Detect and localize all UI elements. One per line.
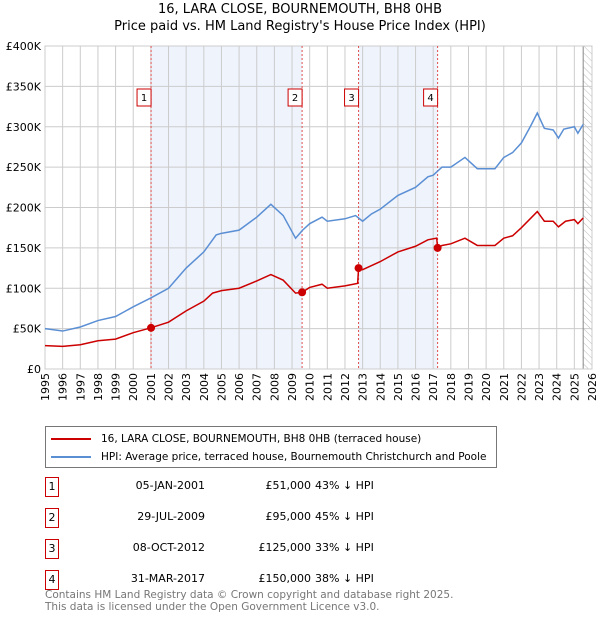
sale-price: £150,000 bbox=[258, 572, 312, 585]
sale-date: 31-MAR-2017 bbox=[130, 572, 205, 585]
x-tick-label: 2014 bbox=[374, 373, 387, 401]
sale-label: 2 bbox=[292, 93, 298, 104]
sale-label-box bbox=[136, 88, 152, 107]
x-tick-label: 1996 bbox=[57, 373, 70, 401]
y-tick-label: £300K bbox=[6, 121, 42, 134]
sale-label: 4 bbox=[427, 93, 433, 104]
price-chart: 1995 1996 1997 1998 1999 2000 2001 2002 2003 2004… bbox=[6, 40, 599, 401]
sale-row: 4 31-MAR-2017 £150,000 38% ↓ HPI bbox=[45, 570, 545, 590]
y-tick-label: £50K bbox=[13, 323, 42, 336]
y-tick-label: £150K bbox=[6, 242, 42, 255]
x-tick-label: 2007 bbox=[251, 373, 264, 401]
hpi-line bbox=[44, 111, 584, 332]
sale-row: 1 05-JAN-2001 £51,000 43% ↓ HPI bbox=[45, 477, 545, 497]
x-tick-label: 2026 bbox=[586, 373, 599, 401]
y-tick-label: £200K bbox=[6, 202, 42, 215]
x-tick-label: 2001 bbox=[145, 373, 158, 401]
sale-date: 08-OCT-2012 bbox=[132, 541, 205, 554]
sale-row: 3 08-OCT-2012 £125,000 33% ↓ HPI bbox=[45, 539, 545, 559]
x-tick-label: 1995 bbox=[39, 373, 52, 401]
legend-swatch bbox=[51, 456, 91, 458]
sale-number: 3 bbox=[45, 539, 59, 559]
x-tick-label: 2013 bbox=[357, 373, 370, 401]
legend: 16, LARA CLOSE, BOURNEMOUTH, BH8 0HB (te… bbox=[45, 426, 497, 468]
sale-price: £51,000 bbox=[265, 479, 312, 492]
x-tick-label: 2004 bbox=[198, 373, 211, 401]
footer-licence: This data is licensed under the Open Gov… bbox=[45, 601, 380, 613]
x-tick-label: 2022 bbox=[515, 373, 528, 401]
sale-point bbox=[298, 288, 307, 297]
sale-label-box bbox=[423, 88, 439, 107]
sale-hpi-diff: 33% ↓ HPI bbox=[315, 541, 374, 554]
sale-label-box bbox=[344, 88, 360, 107]
x-tick-label: 2005 bbox=[215, 373, 228, 401]
x-tick-label: 2016 bbox=[410, 373, 423, 401]
y-tick-label: £250K bbox=[6, 161, 42, 174]
sale-date: 29-JUL-2009 bbox=[137, 510, 205, 523]
x-tick-label: 1997 bbox=[74, 373, 87, 401]
x-tick-label: 2023 bbox=[533, 373, 546, 401]
sale-price: £95,000 bbox=[265, 510, 312, 523]
x-tick-label: 2021 bbox=[498, 373, 511, 401]
y-tick-label: £400K bbox=[6, 40, 42, 53]
sale-number: 4 bbox=[45, 570, 59, 590]
x-tick-label: 1998 bbox=[92, 373, 105, 401]
x-tick-label: 2017 bbox=[427, 373, 440, 401]
plot-frame bbox=[44, 45, 593, 370]
sale-point bbox=[433, 243, 442, 252]
x-tick-label: 2020 bbox=[480, 373, 493, 401]
sale-hpi-diff: 43% ↓ HPI bbox=[315, 479, 374, 492]
x-tick-label: 2011 bbox=[321, 373, 334, 401]
y-tick-label: £100K bbox=[6, 282, 42, 295]
legend-label: HPI: Average price, terraced house, Bour… bbox=[101, 451, 487, 463]
sale-point bbox=[147, 323, 156, 332]
x-tick-label: 2018 bbox=[445, 373, 458, 401]
x-tick-label: 2006 bbox=[233, 373, 246, 401]
y-tick-label: £350K bbox=[6, 80, 42, 93]
sale-label: 1 bbox=[141, 93, 147, 104]
sale-hpi-diff: 38% ↓ HPI bbox=[315, 572, 374, 585]
footer-copyright: Contains HM Land Registry data © Crown c… bbox=[45, 589, 454, 601]
x-tick-label: 2003 bbox=[180, 373, 193, 401]
sale-row: 2 29-JUL-2009 £95,000 45% ↓ HPI bbox=[45, 508, 545, 528]
legend-item-hpi: HPI: Average price, terraced house, Bour… bbox=[51, 450, 486, 464]
x-tick-label: 2010 bbox=[304, 373, 317, 401]
sale-number: 1 bbox=[45, 477, 59, 497]
x-tick-label: 2002 bbox=[163, 373, 176, 401]
legend-label: 16, LARA CLOSE, BOURNEMOUTH, BH8 0HB (te… bbox=[101, 433, 422, 445]
x-tick-label: 2025 bbox=[568, 373, 581, 401]
sale-point bbox=[354, 264, 363, 273]
sale-price: £125,000 bbox=[258, 541, 312, 554]
x-tick-label: 2000 bbox=[127, 373, 140, 401]
sale-label: 3 bbox=[348, 93, 354, 104]
chart-title: 16, LARA CLOSE, BOURNEMOUTH, BH8 0HB bbox=[157, 2, 442, 17]
y-tick-label: £0 bbox=[27, 363, 41, 376]
legend-swatch bbox=[51, 438, 91, 440]
x-tick-label: 2012 bbox=[339, 373, 352, 401]
sale-hpi-diff: 45% ↓ HPI bbox=[315, 510, 374, 523]
legend-item-property: 16, LARA CLOSE, BOURNEMOUTH, BH8 0HB (te… bbox=[51, 432, 421, 446]
x-tick-label: 2019 bbox=[462, 373, 475, 401]
sale-label-box bbox=[287, 88, 303, 107]
x-tick-label: 2008 bbox=[268, 373, 281, 401]
x-tick-label: 2009 bbox=[286, 373, 299, 401]
x-tick-label: 1999 bbox=[110, 373, 123, 401]
sale-number: 2 bbox=[45, 508, 59, 528]
x-tick-label: 2015 bbox=[392, 373, 405, 401]
sale-date: 05-JAN-2001 bbox=[135, 479, 205, 492]
chart-subtitle: Price paid vs. HM Land Registry's House … bbox=[114, 19, 486, 34]
price-paid-line bbox=[44, 210, 584, 348]
x-tick-label: 2024 bbox=[551, 373, 564, 401]
